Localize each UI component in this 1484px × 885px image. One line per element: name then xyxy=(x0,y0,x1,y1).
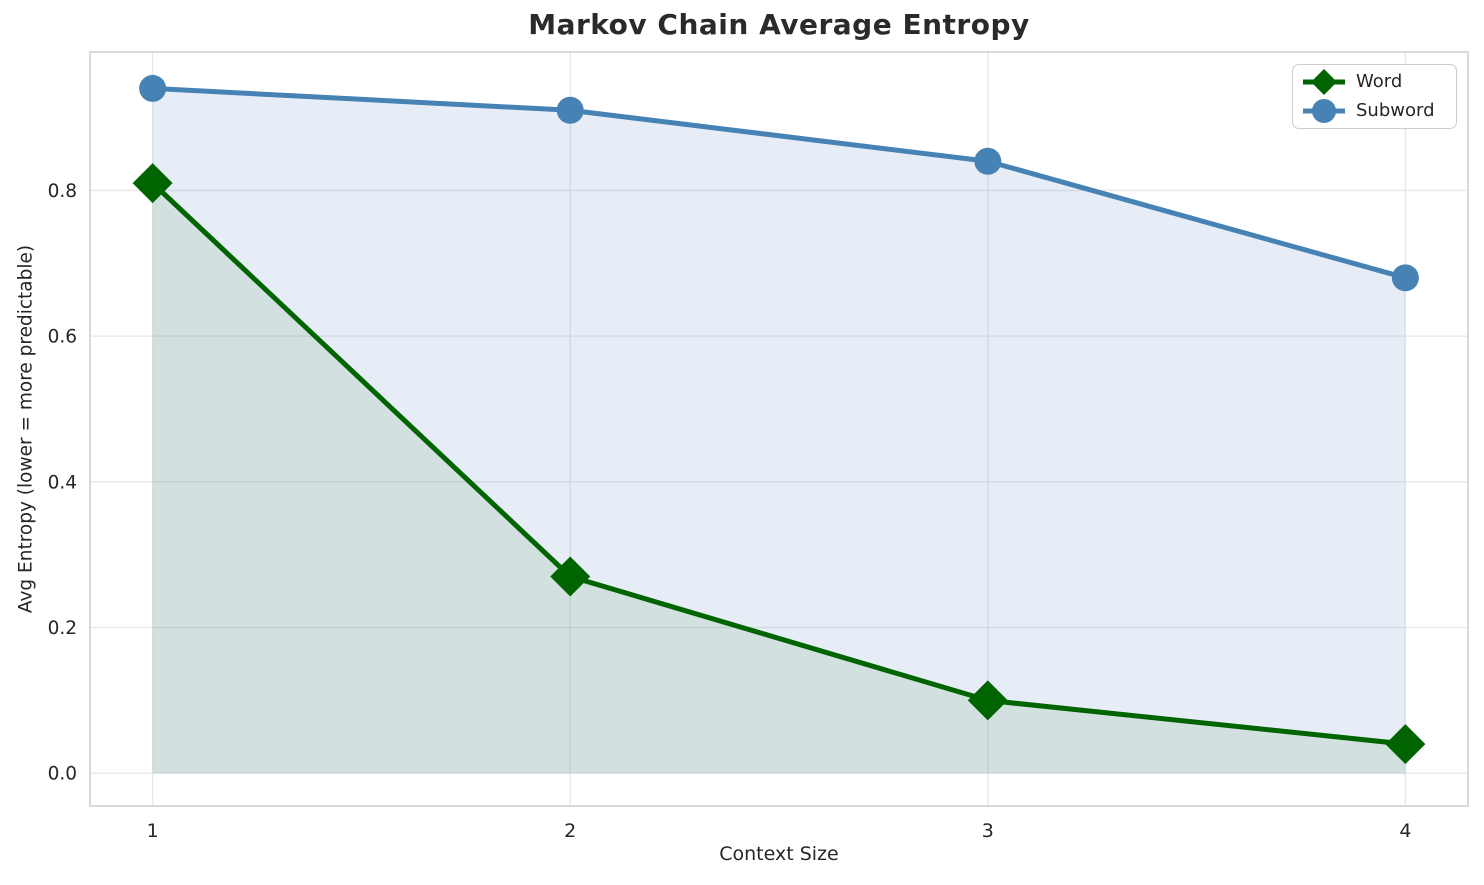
x-tick-label: 3 xyxy=(982,820,994,842)
subword-data-point xyxy=(556,96,584,124)
legend-label-word: Word xyxy=(1356,71,1403,93)
y-tick-label: 0.2 xyxy=(48,618,77,639)
word-series-marker-icon xyxy=(1303,69,1345,96)
legend-label-subword: Subword xyxy=(1356,99,1435,121)
x-axis-label: Context Size xyxy=(719,843,839,865)
subword-data-point xyxy=(139,74,167,102)
y-tick-label: 0.4 xyxy=(48,472,77,493)
subword-area-fill xyxy=(152,88,1406,774)
y-axis-label: Avg Entropy (lower = more predictable) xyxy=(15,244,37,614)
y-tick-label: 0.0 xyxy=(48,764,77,785)
word-series-line xyxy=(150,180,1408,747)
subword-series-line xyxy=(150,85,1408,281)
subword-series-marker-icon xyxy=(1303,98,1345,123)
subword-data-point xyxy=(974,147,1002,175)
x-tick-label: 2 xyxy=(564,820,576,842)
legend-item-subword: Subword xyxy=(1301,97,1448,125)
word-area-fill xyxy=(152,183,1406,774)
subword-data-point xyxy=(1391,264,1419,292)
x-tick-label: 1 xyxy=(147,820,159,842)
x-tick-label: 4 xyxy=(1399,820,1411,842)
word-data-point xyxy=(132,163,173,204)
word-data-point xyxy=(550,556,591,597)
y-tick-label: 0.6 xyxy=(48,327,77,348)
chart-title: Markov Chain Average Entropy xyxy=(528,8,1030,41)
word-data-point xyxy=(967,680,1008,721)
plot-border xyxy=(89,51,1469,807)
legend-item-word: Word xyxy=(1301,68,1448,96)
y-tick-label: 0.8 xyxy=(48,181,77,202)
legend: Word Subword xyxy=(1292,64,1457,129)
word-data-point xyxy=(1385,724,1426,765)
